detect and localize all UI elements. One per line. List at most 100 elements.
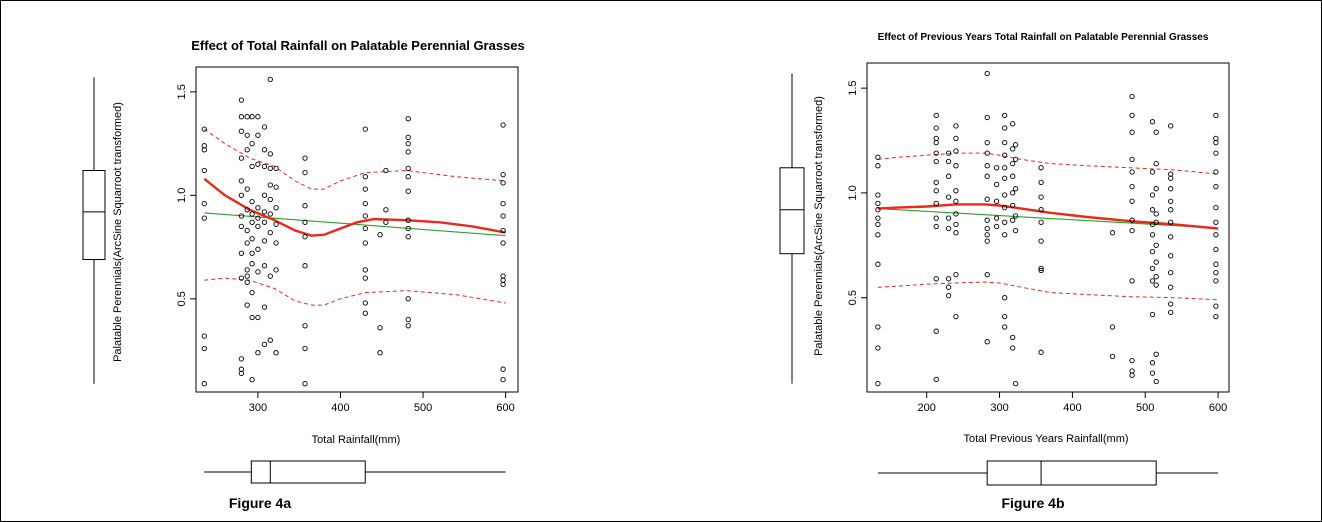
data-point — [953, 211, 959, 217]
data-point — [1153, 259, 1159, 265]
data-point — [249, 211, 255, 217]
data-point — [201, 126, 207, 132]
data-point — [405, 225, 411, 232]
data-point — [933, 200, 939, 207]
data-point — [1168, 301, 1174, 307]
data-point — [945, 225, 952, 232]
data-point — [405, 174, 411, 180]
data-point — [1168, 234, 1174, 240]
data-point — [261, 341, 268, 348]
data-point — [267, 76, 273, 83]
data-point — [267, 273, 273, 279]
data-point — [875, 232, 881, 238]
data-point — [1153, 274, 1159, 280]
data-point — [249, 236, 255, 242]
data-point — [500, 122, 506, 128]
data-point — [1002, 175, 1008, 181]
data-point — [238, 356, 245, 362]
data-point — [405, 165, 411, 172]
data-point — [1038, 267, 1044, 274]
data-point — [1129, 93, 1135, 100]
data-point — [1213, 183, 1219, 190]
y-tick-label: 1.0 — [176, 188, 188, 203]
data-point — [1002, 152, 1008, 158]
data-point — [984, 232, 990, 238]
data-point — [383, 167, 389, 174]
y-boxplot-box — [779, 167, 805, 255]
data-point — [875, 345, 881, 351]
data-point — [500, 366, 506, 372]
data-point — [933, 328, 939, 334]
smooth-line — [203, 177, 506, 237]
smooth-line — [877, 203, 1219, 230]
data-point — [1149, 192, 1156, 198]
data-point — [953, 135, 959, 142]
y-tick-label: 1.0 — [847, 185, 859, 200]
data-point — [933, 139, 939, 146]
data-point — [875, 192, 881, 198]
data-point — [249, 376, 255, 383]
data-point — [1213, 303, 1219, 309]
data-point — [244, 132, 250, 138]
x-tick-label: 300 — [990, 402, 1008, 414]
data-point — [249, 314, 255, 321]
data-point — [201, 215, 207, 221]
x-boxplot-box — [250, 460, 366, 484]
data-point — [875, 261, 881, 267]
data-point — [255, 205, 261, 211]
data-point — [1129, 357, 1135, 364]
data-point — [945, 284, 952, 290]
data-point — [238, 114, 245, 120]
data-point — [362, 200, 368, 207]
data-point — [362, 310, 368, 316]
data-point — [201, 167, 207, 174]
data-point — [238, 178, 245, 184]
data-point — [249, 198, 255, 205]
data-point — [1149, 360, 1156, 366]
data-point — [953, 230, 959, 236]
data-point — [1010, 217, 1016, 223]
x-tick-label: 600 — [496, 402, 514, 414]
data-point — [1012, 142, 1019, 148]
data-point — [302, 381, 308, 387]
y-axis-label: Palatable Perennials(ArcSine Squarroot t… — [813, 96, 825, 356]
data-point — [953, 313, 959, 320]
data-point — [1153, 351, 1159, 357]
data-point — [1010, 190, 1016, 196]
data-point — [261, 192, 268, 198]
data-point — [238, 366, 245, 372]
data-point — [1168, 253, 1174, 259]
data-point — [255, 350, 261, 356]
data-point — [362, 186, 368, 192]
data-point — [1010, 202, 1016, 209]
data-point — [1213, 313, 1219, 320]
data-point — [1168, 309, 1174, 316]
data-point — [201, 333, 207, 339]
data-point — [405, 316, 411, 323]
data-point — [273, 205, 279, 211]
data-point — [201, 200, 207, 207]
data-point — [993, 181, 1000, 188]
data-point — [1038, 194, 1044, 200]
y-axis-label: Palatable Perennials(ArcSine Squarroot t… — [112, 102, 124, 362]
data-point — [933, 276, 939, 282]
data-point — [500, 281, 506, 288]
data-point — [238, 192, 245, 198]
x-axis-label: Total Rainfall(mm) — [312, 434, 401, 446]
data-point — [1002, 125, 1008, 131]
data-point — [1213, 232, 1219, 238]
data-point — [1010, 173, 1016, 179]
data-point — [255, 269, 261, 275]
data-point — [1129, 278, 1135, 284]
data-point — [984, 163, 990, 169]
data-point — [1149, 278, 1156, 284]
data-point — [238, 370, 245, 377]
data-point — [1038, 349, 1044, 355]
data-point — [1010, 121, 1016, 127]
chart-title: Effect of Total Rainfall on Palatable Pe… — [191, 38, 525, 53]
data-point — [405, 296, 411, 302]
data-point — [875, 215, 881, 221]
data-point — [875, 154, 881, 160]
data-point — [1002, 324, 1008, 330]
data-point — [1129, 112, 1135, 119]
